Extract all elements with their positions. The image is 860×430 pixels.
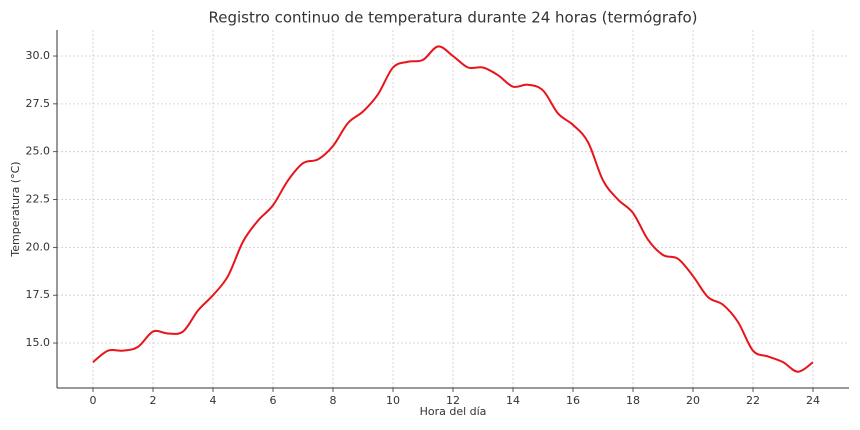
x-tick-label: 0 — [90, 394, 97, 407]
x-tick-label: 10 — [386, 394, 400, 407]
x-tick-label: 22 — [746, 394, 760, 407]
y-axis-label: Temperatura (°C) — [9, 161, 22, 257]
y-tick-label: 22.5 — [26, 193, 51, 206]
data-line — [92, 45, 814, 373]
x-tick-label: 24 — [806, 394, 820, 407]
x-tick-label: 14 — [506, 394, 520, 407]
y-tick-label: 17.5 — [26, 288, 51, 301]
x-tick-label: 8 — [330, 394, 337, 407]
x-tick-label: 16 — [566, 394, 580, 407]
y-tick-label: 15.0 — [26, 336, 51, 349]
y-tick-label: 27.5 — [26, 97, 51, 110]
x-tick-label: 2 — [150, 394, 157, 407]
chart-title: Registro continuo de temperatura durante… — [208, 9, 697, 27]
x-tick-label: 18 — [626, 394, 640, 407]
y-tick-label: 20.0 — [26, 240, 51, 253]
x-tick-label: 4 — [210, 394, 217, 407]
y-tick-label: 25.0 — [26, 145, 51, 158]
y-tick-label: 30.0 — [26, 49, 51, 62]
x-tick-label: 6 — [270, 394, 277, 407]
x-axis-label: Hora del día — [420, 405, 487, 418]
x-tick-label: 20 — [686, 394, 700, 407]
x-tick-label: 12 — [446, 394, 460, 407]
